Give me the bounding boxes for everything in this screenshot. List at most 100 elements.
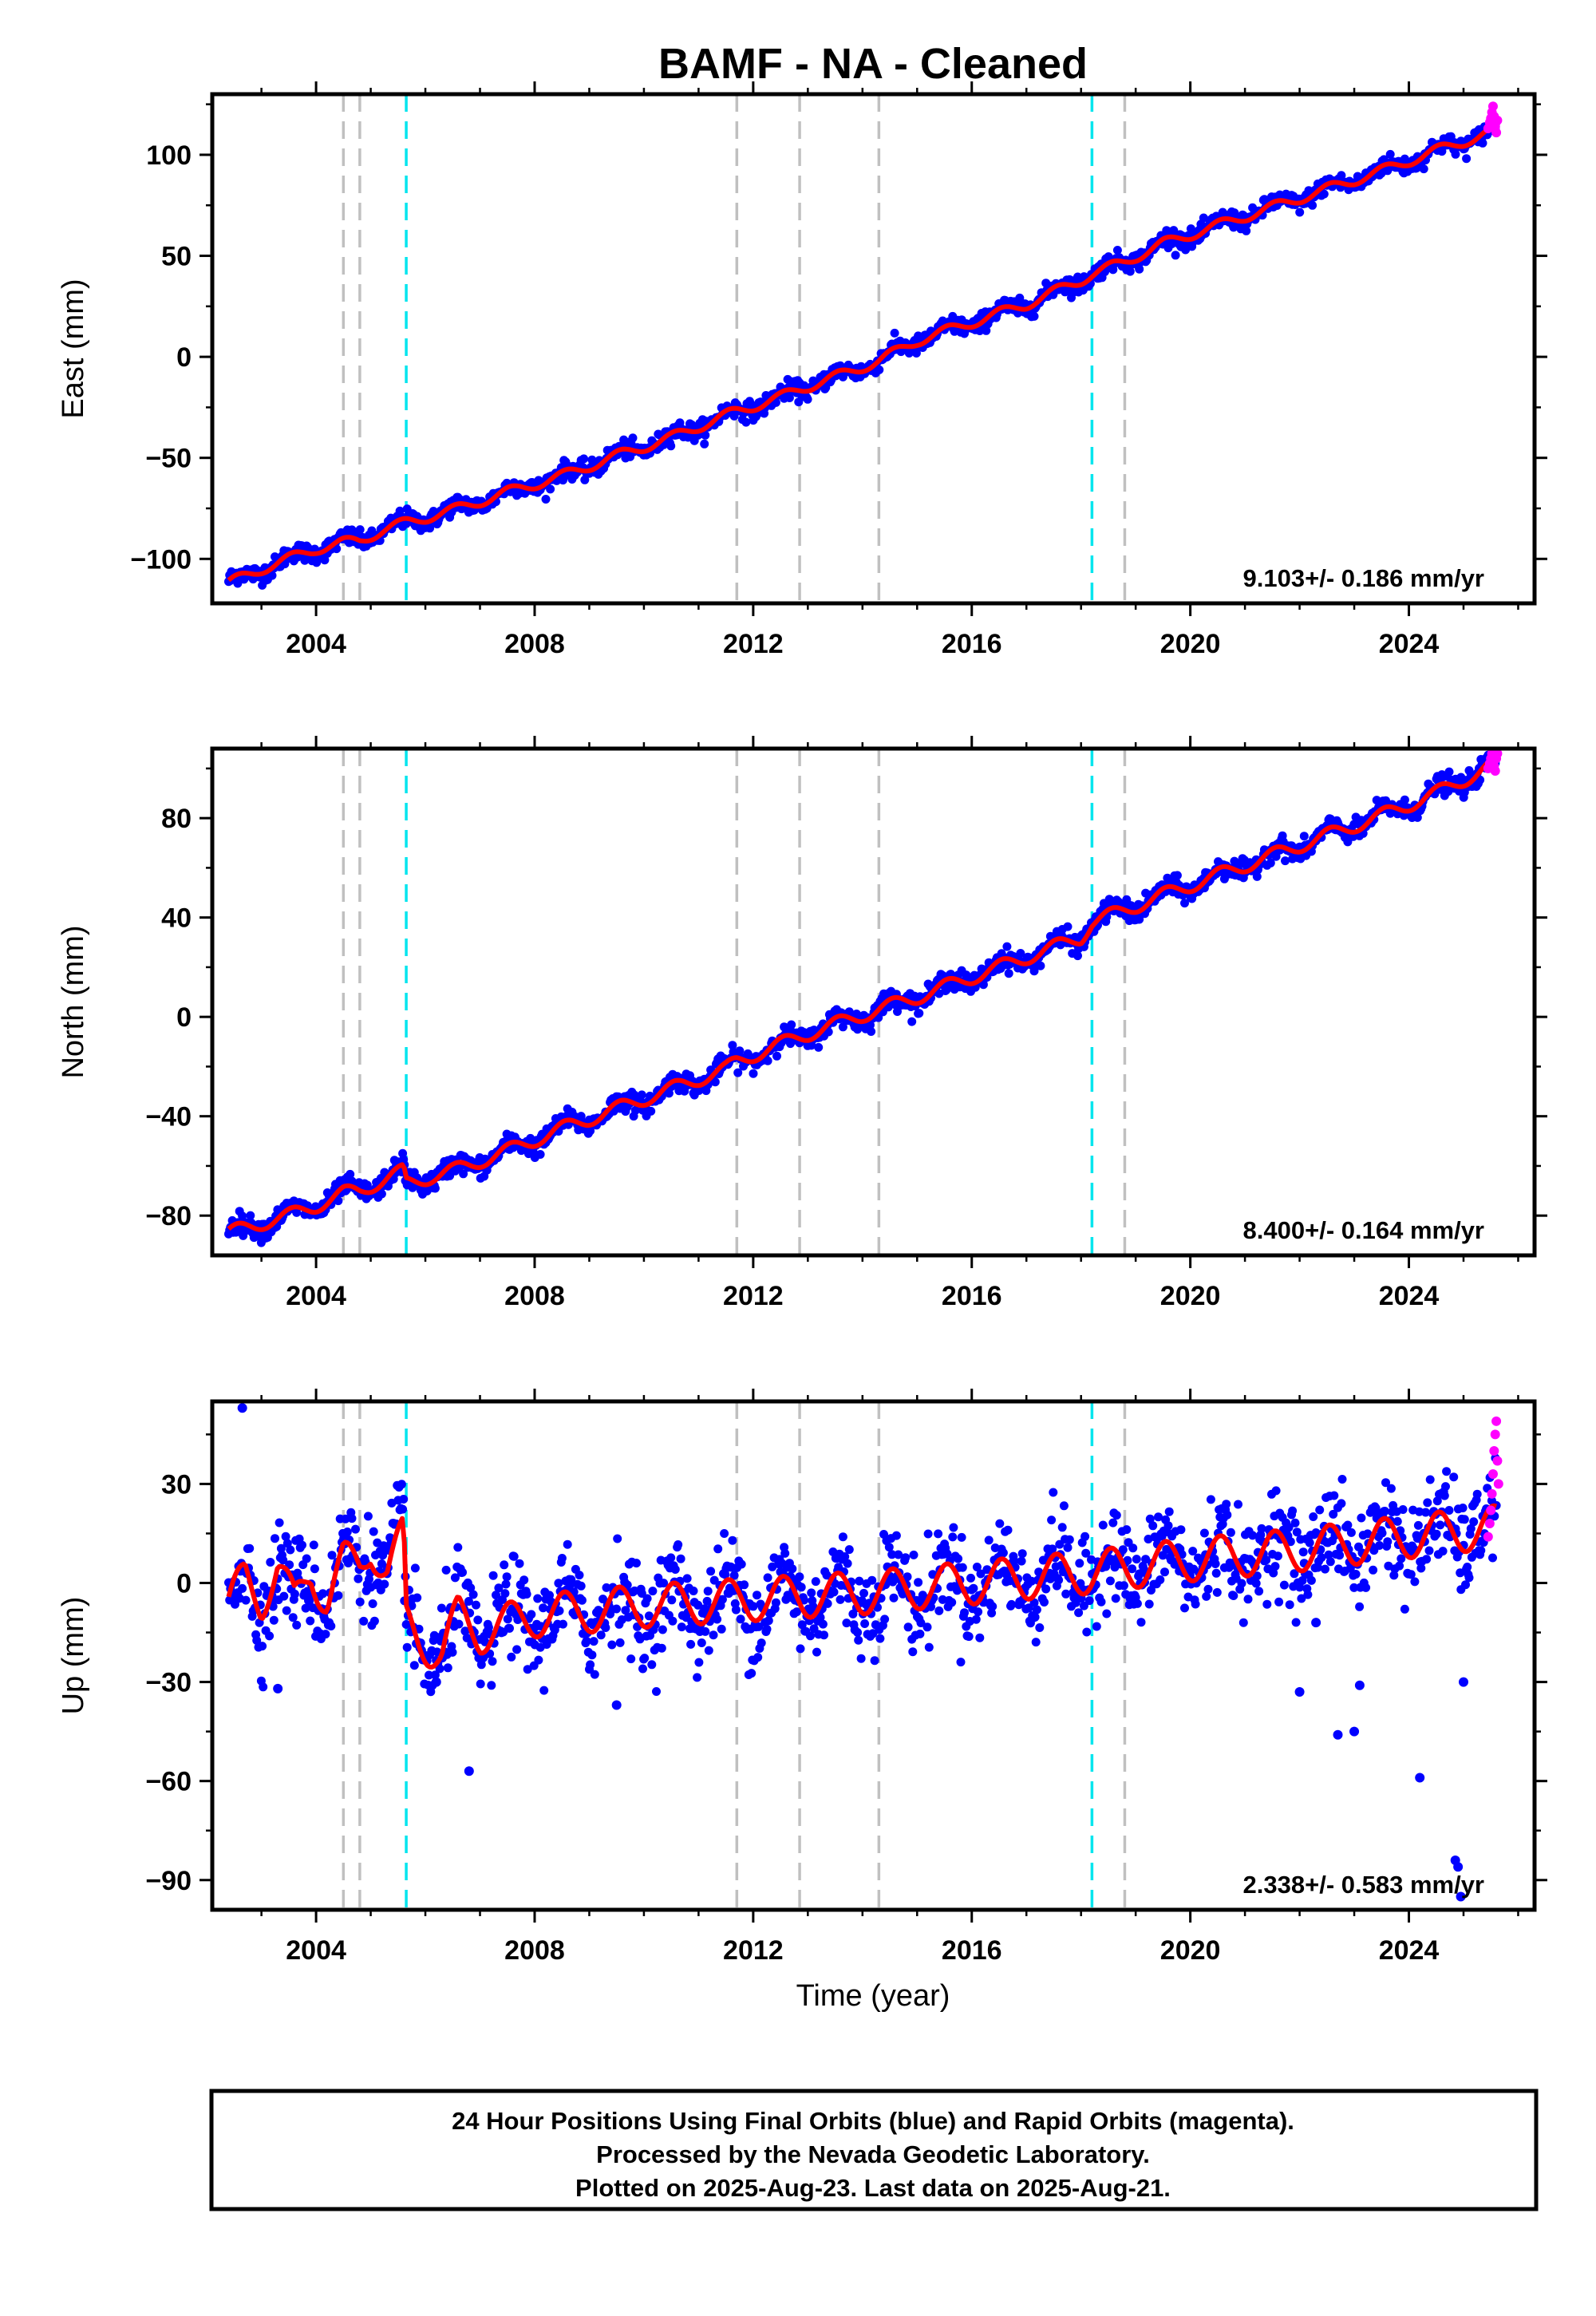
- x-tick-label: 2004: [286, 1281, 346, 1311]
- final-orbit-point: [309, 1540, 318, 1550]
- final-orbit-point: [1180, 899, 1189, 908]
- rapid-orbit-point: [1484, 1519, 1495, 1529]
- final-orbit-point: [1084, 1596, 1094, 1606]
- final-orbit-point: [640, 1654, 650, 1663]
- final-orbit-point: [238, 1583, 247, 1593]
- final-orbit-point: [519, 1575, 529, 1585]
- final-orbit-point: [1279, 1580, 1289, 1590]
- x-axis-label: Time (year): [796, 1979, 950, 2013]
- final-orbit-point: [709, 1630, 718, 1640]
- final-orbit-point: [1061, 1589, 1071, 1599]
- outlier-point: [1458, 1677, 1468, 1687]
- final-orbit-point: [409, 1661, 419, 1670]
- outlier-point: [1349, 1726, 1360, 1737]
- final-orbit-point: [587, 1650, 597, 1660]
- final-orbit-point: [1383, 1537, 1393, 1547]
- final-orbit-point: [1295, 207, 1305, 217]
- outlier-point: [1311, 1618, 1321, 1628]
- final-orbit-point: [1105, 1576, 1115, 1586]
- final-orbit-point: [500, 1589, 510, 1599]
- final-orbit-point: [1305, 1538, 1314, 1547]
- rapid-orbit-point: [1492, 1456, 1503, 1466]
- final-orbit-point: [1329, 1491, 1339, 1500]
- final-orbit-point: [706, 1567, 716, 1576]
- final-orbit-point: [454, 1619, 464, 1629]
- final-orbit-point: [342, 1528, 352, 1536]
- final-orbit-point: [488, 1657, 497, 1666]
- final-orbit-point: [960, 1608, 969, 1618]
- final-orbit-point: [836, 1595, 845, 1604]
- final-orbit-point: [984, 1535, 994, 1545]
- final-orbit-point: [626, 1654, 636, 1664]
- final-orbit-point: [355, 525, 365, 535]
- final-orbit-point: [1262, 1599, 1272, 1609]
- final-orbit-point: [867, 1027, 876, 1036]
- final-orbit-point: [741, 417, 751, 427]
- final-orbit-point: [354, 1574, 363, 1583]
- final-orbit-point: [488, 1571, 498, 1580]
- final-orbit-point: [1463, 1563, 1472, 1571]
- final-orbit-point: [890, 328, 899, 338]
- final-orbit-point: [1092, 1622, 1101, 1631]
- final-orbit-point: [1148, 1521, 1158, 1531]
- outlier-point: [237, 1403, 247, 1413]
- final-orbit-point: [1488, 1553, 1497, 1563]
- y-axis-label: East (mm): [57, 279, 90, 418]
- final-orbit-point: [259, 1682, 268, 1692]
- final-orbit-point: [1164, 1507, 1174, 1516]
- rapid-orbit-points: [1483, 101, 1503, 138]
- final-orbit-point: [1188, 1547, 1198, 1556]
- final-orbit-point: [1343, 1520, 1353, 1530]
- final-orbit-point: [468, 1590, 478, 1599]
- y-tick-label: −30: [145, 1668, 192, 1698]
- final-orbit-point: [731, 1605, 741, 1614]
- final-orbit-point: [300, 555, 310, 565]
- final-orbit-point: [500, 1560, 509, 1570]
- x-tick-label: 2024: [1379, 1281, 1440, 1311]
- final-orbit-point: [966, 1573, 975, 1583]
- final-orbit-point: [1386, 1484, 1396, 1493]
- rapid-orbit-point: [1486, 1505, 1496, 1516]
- final-orbit-point: [576, 1581, 586, 1591]
- final-orbit-point: [733, 1068, 743, 1077]
- final-orbit-point: [974, 1607, 983, 1617]
- final-orbit-point: [784, 393, 794, 402]
- final-orbit-point: [539, 1686, 549, 1695]
- final-orbit-point: [437, 1603, 446, 1613]
- final-orbit-point: [613, 1534, 622, 1543]
- final-orbit-point: [563, 1539, 572, 1549]
- final-orbit-point: [1119, 1581, 1128, 1591]
- final-orbit-point: [728, 1041, 737, 1050]
- rate-label: 2.338+/- 0.583 mm/yr: [1243, 1871, 1484, 1899]
- final-orbit-point: [686, 1639, 696, 1649]
- final-orbit-point: [1460, 1515, 1469, 1524]
- final-orbit-point: [982, 326, 991, 335]
- final-orbit-point: [266, 1558, 275, 1567]
- outlier-point: [431, 1677, 441, 1687]
- final-orbit-point: [995, 1519, 1005, 1528]
- final-orbit-point: [1122, 1525, 1132, 1535]
- final-orbit-point: [737, 1559, 746, 1569]
- final-orbit-point: [615, 1638, 625, 1647]
- final-orbit-point: [589, 1637, 598, 1646]
- final-orbit-point: [657, 1643, 666, 1653]
- final-orbit-point: [720, 1529, 729, 1538]
- final-orbit-point: [1369, 1565, 1378, 1575]
- final-orbit-point: [577, 1595, 587, 1605]
- final-orbit-point: [472, 1600, 480, 1610]
- final-orbit-point: [533, 1594, 543, 1603]
- final-orbit-point: [1288, 1506, 1298, 1516]
- final-orbit-point: [1243, 1595, 1253, 1604]
- final-orbit-point: [1422, 1555, 1432, 1564]
- final-orbit-point: [1303, 1590, 1313, 1599]
- x-tick-label: 2020: [1160, 1935, 1221, 1966]
- final-orbit-point: [448, 1647, 457, 1657]
- final-orbit-point: [290, 1589, 299, 1599]
- final-orbit-point: [717, 1624, 726, 1634]
- panel-frame: [210, 746, 1537, 1258]
- final-orbit-point: [443, 1663, 452, 1673]
- final-orbit-point: [1135, 915, 1144, 924]
- final-orbit-point: [753, 1653, 763, 1662]
- final-orbit-point: [512, 1645, 522, 1654]
- final-orbit-point: [413, 1593, 422, 1603]
